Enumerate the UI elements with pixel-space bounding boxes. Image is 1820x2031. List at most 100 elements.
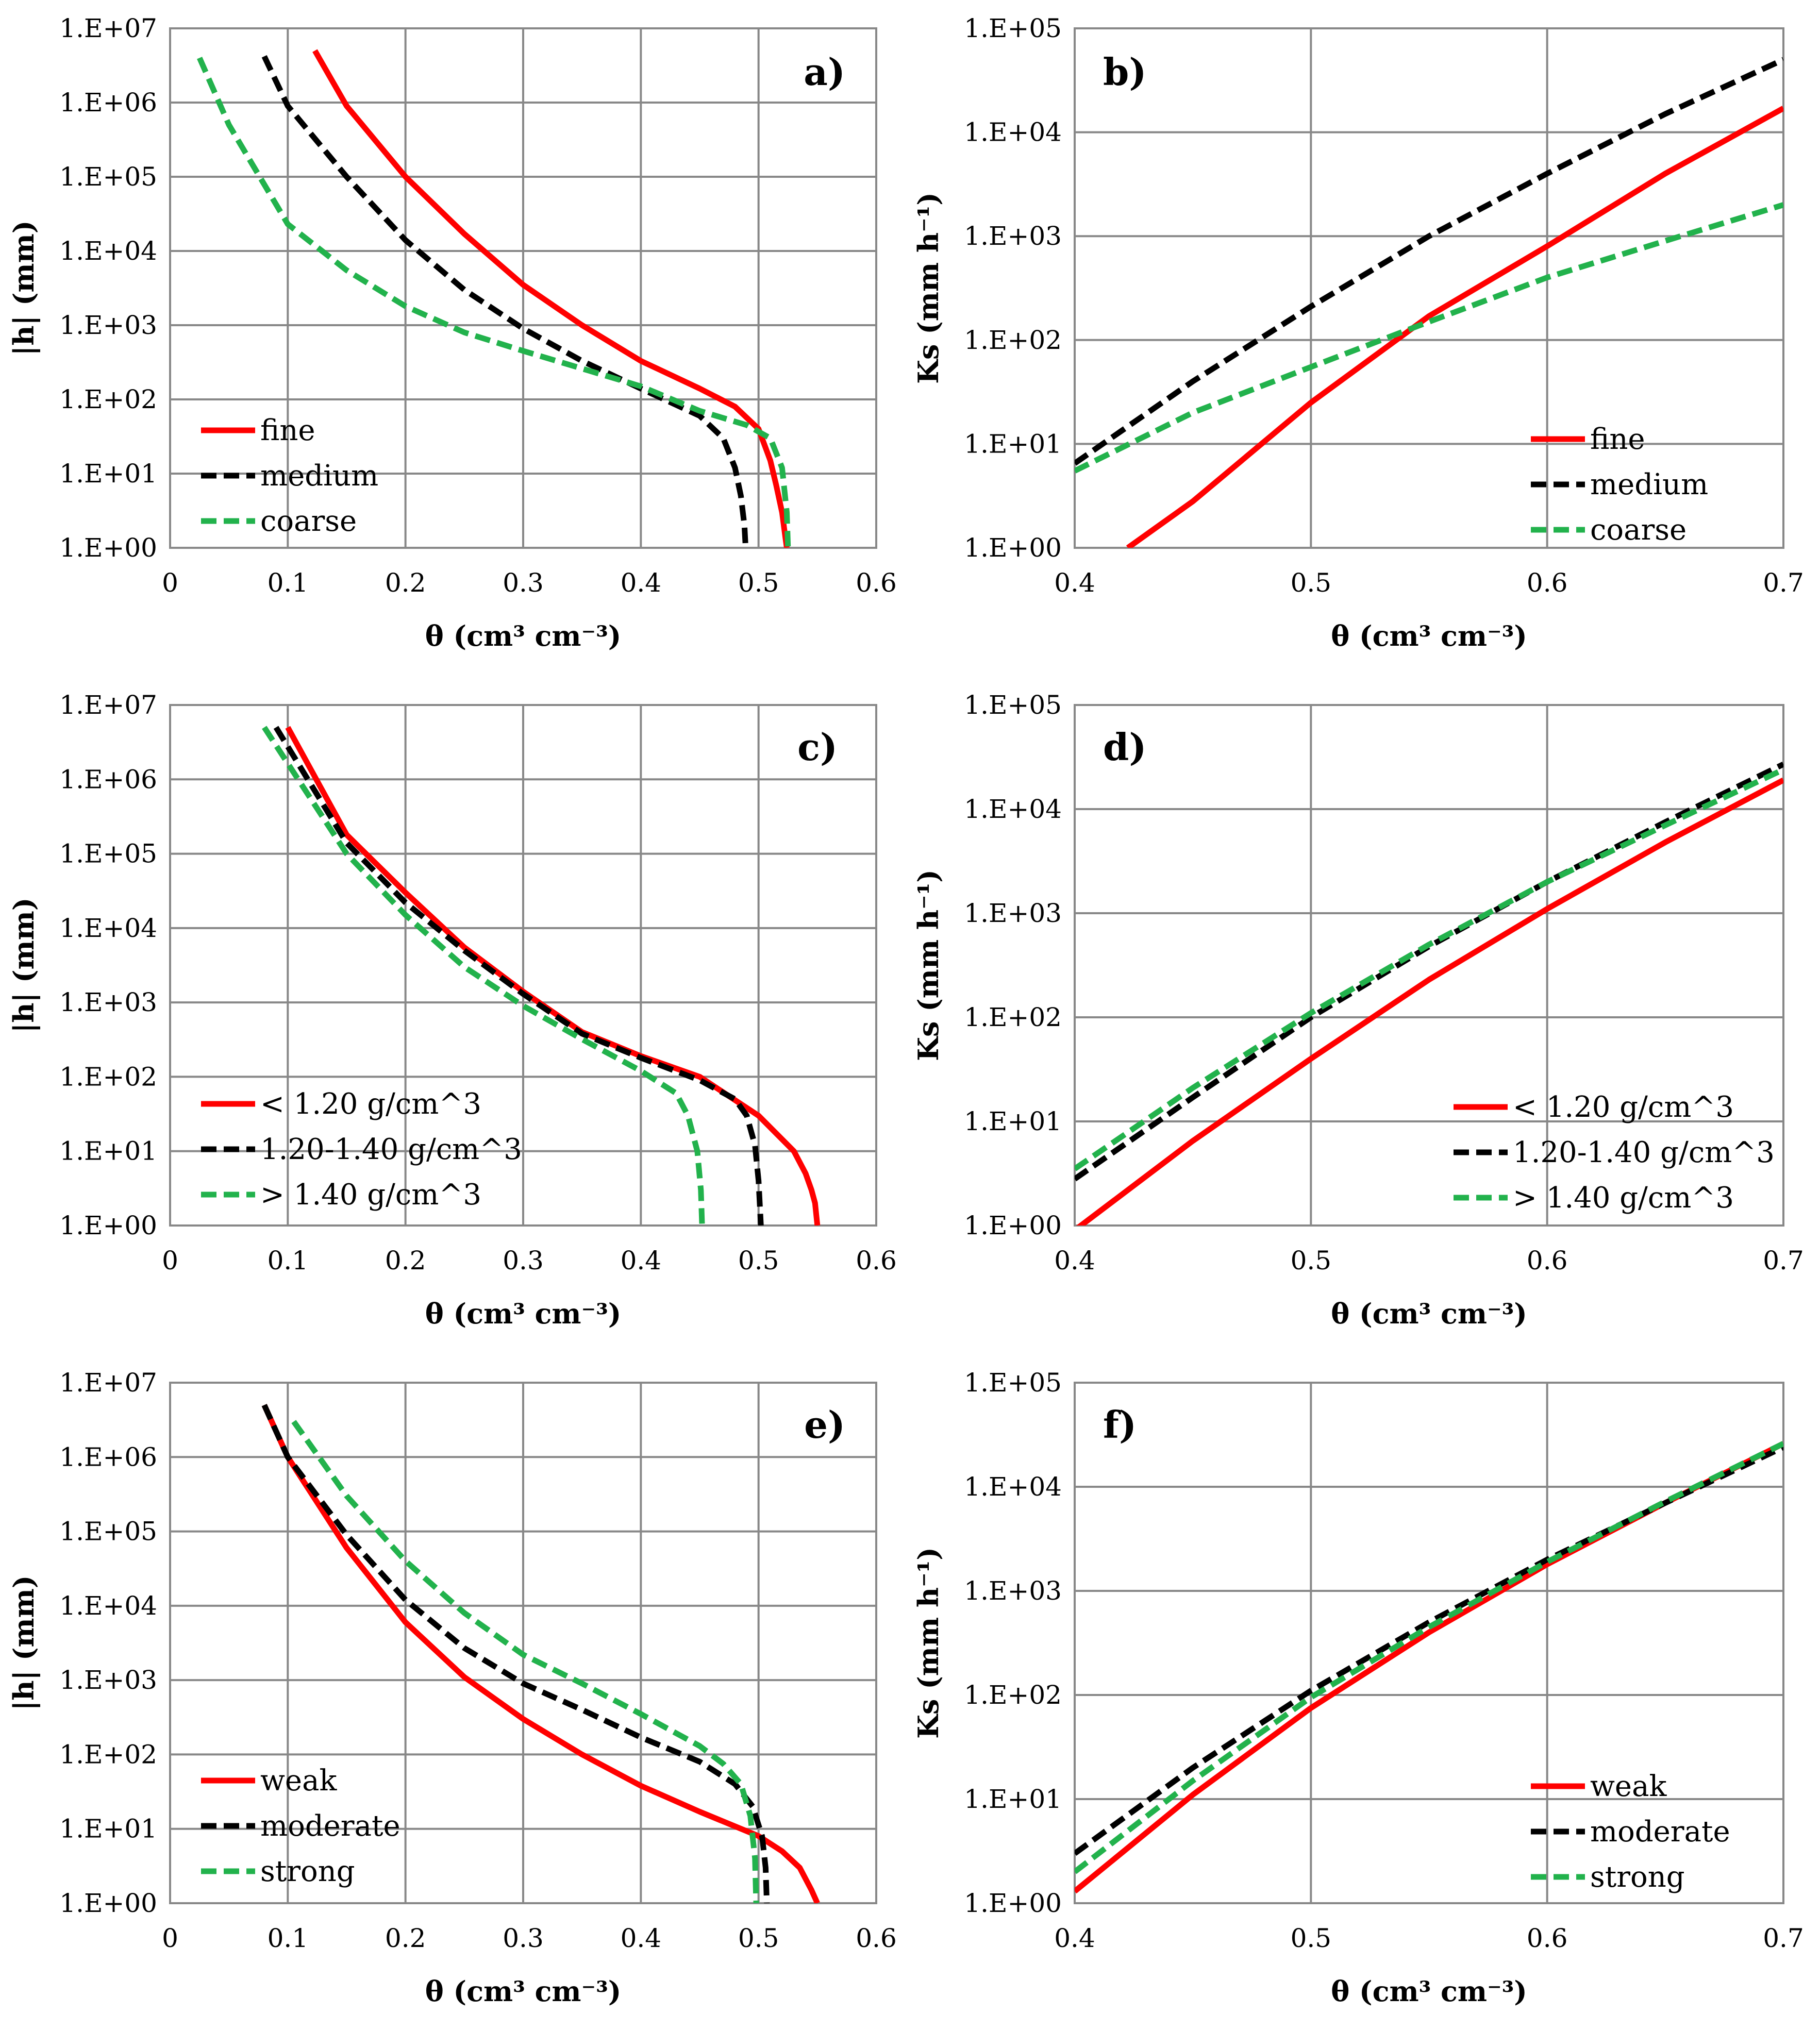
series-line-1-20-g-cm-3	[1076, 777, 1783, 1226]
series-line-moderate	[261, 1404, 770, 1903]
x-axis-label: θ (cm³ cm⁻³)	[425, 1297, 622, 1330]
y-tick-label: 1.E+02	[59, 384, 157, 414]
y-tick-label: 1.E+07	[59, 690, 157, 720]
plot-area-frame	[1074, 704, 1784, 1227]
series-line-coarse	[1075, 202, 1783, 474]
x-tick-label: 0.4	[1054, 1923, 1095, 1953]
y-tick-label: 1.E+01	[964, 1784, 1062, 1814]
x-axis-label: θ (cm³ cm⁻³)	[1331, 1975, 1527, 2008]
y-tick-label: 1.E+03	[59, 987, 157, 1017]
x-tick-label: 0.1	[268, 1246, 309, 1275]
y-tick-label: 1.E+01	[59, 459, 157, 489]
x-tick-label: 0.6	[1527, 568, 1568, 598]
y-tick-label: 1.E+02	[59, 1739, 157, 1769]
legend: weak moderate strong	[1531, 1770, 1730, 1894]
y-tick-label: 1.E+04	[59, 1591, 157, 1621]
x-tick-label: 0.7	[1763, 568, 1804, 598]
panel-label: c)	[797, 725, 838, 769]
y-tick-label: 1.E+02	[964, 325, 1062, 355]
y-tick-label: 1.E+01	[964, 1106, 1062, 1136]
plot-area-frame	[169, 27, 877, 549]
legend-label: strong	[260, 1855, 355, 1888]
legend-label: 1.20-1.40 g/cm^3	[1513, 1136, 1775, 1169]
y-tick-label: 1.E+03	[964, 1576, 1062, 1606]
y-tick-label: 1.E+04	[59, 236, 157, 266]
x-tick-label: 0	[162, 1246, 178, 1275]
legend-label: moderate	[260, 1809, 400, 1843]
y-axis-label: |h| (mm)	[7, 221, 41, 356]
x-tick-label: 0.3	[503, 1246, 544, 1275]
y-tick-label: 1.E+00	[59, 533, 157, 563]
x-axis-label: θ (cm³ cm⁻³)	[425, 619, 622, 652]
x-tick-label: 0.4	[621, 1923, 662, 1953]
series-line-1-40-g-cm-3	[262, 726, 705, 1226]
x-tick-label: 0.7	[1763, 1923, 1804, 1953]
x-axis-label: θ (cm³ cm⁻³)	[1331, 1297, 1527, 1330]
y-tick-label: 1.E+02	[59, 1062, 157, 1092]
x-tick-label: 0.5	[738, 1923, 779, 1953]
y-tick-label: 1.E+03	[964, 221, 1062, 251]
y-axis-label: |h| (mm)	[7, 898, 41, 1033]
panel-label: f)	[1103, 1403, 1137, 1447]
legend-label: < 1.20 g/cm^3	[1513, 1090, 1734, 1124]
y-tick-label: 1.E+07	[59, 13, 157, 43]
y-tick-label: 1.E+07	[59, 1368, 157, 1398]
x-tick-label: 0.6	[856, 1246, 897, 1275]
x-tick-label: 0.7	[1763, 1246, 1804, 1275]
y-axis-label: Ks (mm h⁻¹)	[912, 1547, 945, 1739]
x-tick-label: 0.4	[1054, 568, 1095, 598]
y-tick-label: 1.E+04	[964, 118, 1062, 147]
y-tick-label: 1.E+04	[59, 913, 157, 943]
y-tick-label: 1.E+00	[59, 1211, 157, 1240]
panel-label: b)	[1103, 50, 1146, 94]
plot-area-frame	[1074, 27, 1784, 549]
plot-area-frame	[1074, 1382, 1784, 1904]
x-tick-label: 0.5	[1291, 1246, 1332, 1275]
x-tick-label: 0.4	[621, 1246, 662, 1275]
y-tick-label: 1.E+00	[964, 1888, 1062, 1918]
x-tick-label: 0.1	[268, 568, 309, 598]
y-tick-label: 1.E+03	[964, 898, 1062, 928]
series-line-1-20-1-40-g-cm-3	[273, 726, 764, 1226]
panel-e: 0 0.1 0.2 0.3 0.4 0.5 0.6 1.E+00 1.E+01 1.E+02 1.E…	[7, 1368, 897, 2008]
y-tick-label: 1.E+06	[59, 1442, 157, 1472]
series-line-1-20-1-40-g-cm-3	[1075, 761, 1783, 1182]
x-tick-label: 0.3	[503, 1923, 544, 1953]
x-axis-label: θ (cm³ cm⁻³)	[1331, 619, 1527, 652]
legend: weak moderate strong	[201, 1764, 400, 1888]
legend-label: medium	[1590, 468, 1708, 501]
legend-label: fine	[1590, 423, 1645, 456]
y-tick-label: 1.E+05	[964, 690, 1062, 720]
panel-c: 0 0.1 0.2 0.3 0.4 0.5 0.6 1.E+00 1.E+01 1.E+02 1.E…	[7, 690, 897, 1330]
series-line-medium	[1075, 57, 1783, 466]
panel-f: 0.4 0.5 0.6 0.7 1.E+00 1.E+01 1.E+02 1.E+03 1.E+…	[912, 1368, 1804, 2008]
plot-area-frame	[169, 704, 877, 1227]
x-tick-label: 0.5	[738, 568, 779, 598]
x-tick-label: 0	[162, 1923, 178, 1953]
x-tick-label: 0.1	[268, 1923, 309, 1953]
x-tick-label: 0.6	[856, 568, 897, 598]
panel-b: 0.4 0.5 0.6 0.7 1.E+00 1.E+01 1.E+02 1.E+03 1.E+…	[912, 13, 1804, 652]
y-tick-label: 1.E+00	[964, 1211, 1062, 1240]
panel-label: a)	[804, 50, 845, 94]
x-axis-label: θ (cm³ cm⁻³)	[425, 1975, 622, 2008]
y-tick-label: 1.E+03	[59, 1665, 157, 1695]
series-line-coarse	[197, 57, 791, 548]
x-tick-label: 0.5	[1291, 568, 1332, 598]
series-line-weak	[261, 1404, 820, 1903]
y-tick-label: 1.E+05	[964, 13, 1062, 43]
y-tick-label: 1.E+05	[59, 839, 157, 869]
legend: < 1.20 g/cm^3 1.20-1.40 g/cm^3 > 1.40 g/cm…	[1454, 1090, 1775, 1215]
legend-label: < 1.20 g/cm^3	[260, 1087, 481, 1121]
series-line-1-40-g-cm-3	[1075, 767, 1783, 1171]
x-tick-label: 0.5	[738, 1246, 779, 1275]
x-tick-label: 0.2	[385, 568, 426, 598]
x-tick-label: 0.4	[621, 568, 662, 598]
y-tick-label: 1.E+05	[59, 162, 157, 192]
legend-label: 1.20-1.40 g/cm^3	[260, 1133, 522, 1166]
y-axis-label: Ks (mm h⁻¹)	[912, 869, 945, 1061]
legend-label: moderate	[1590, 1815, 1730, 1849]
legend: < 1.20 g/cm^3 1.20-1.40 g/cm^3 > 1.40 g/cm…	[201, 1087, 522, 1212]
series-line-fine	[312, 49, 790, 548]
y-tick-label: 1.E+00	[964, 533, 1062, 563]
